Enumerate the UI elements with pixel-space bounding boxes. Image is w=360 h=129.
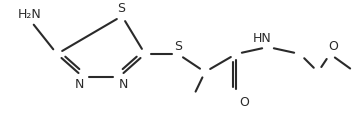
Text: O: O [328,41,338,54]
Text: O: O [239,96,249,110]
Text: S: S [117,2,125,14]
Text: N: N [74,78,84,91]
Text: N: N [118,78,128,91]
Text: HN: HN [253,31,271,45]
Text: S: S [174,39,182,53]
Text: H₂N: H₂N [18,7,42,21]
